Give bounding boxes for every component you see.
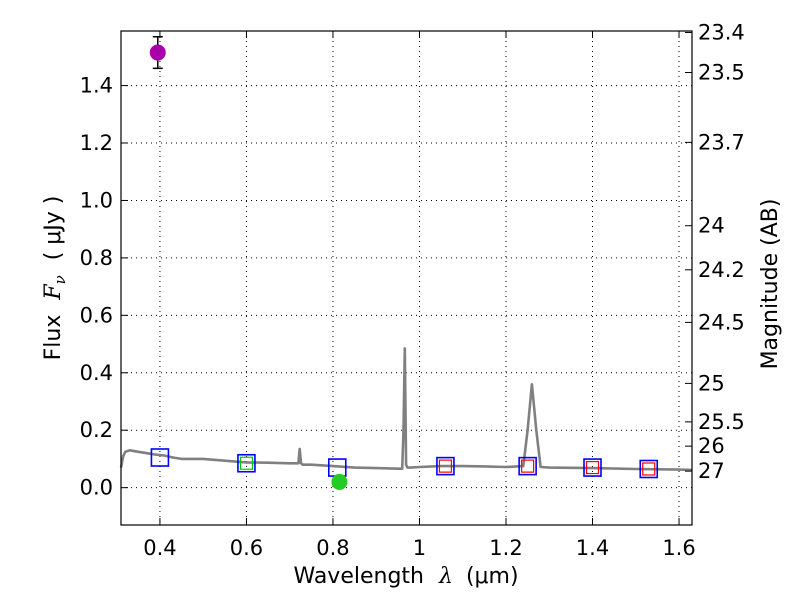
- x-axis-label-prefix: Wavelength: [293, 564, 424, 589]
- x-axis-label-unit: (μm): [466, 564, 519, 589]
- detection-point: [331, 473, 348, 490]
- magnitude-tick-label: 25.5: [698, 410, 745, 434]
- magnitude-tick-label: 23.5: [698, 61, 745, 85]
- magnitude-tick-label: 24.5: [698, 310, 745, 334]
- magnitude-tick-label: 25: [698, 371, 725, 395]
- spectrum-layer: [119, 347, 693, 472]
- magnitude-tick-label: 24.2: [698, 258, 745, 282]
- x-tick-label: 1.2: [489, 536, 522, 560]
- detection-point: [149, 44, 166, 61]
- model-photometry-marker: [583, 458, 602, 477]
- magnitude-tick-label: 27: [698, 459, 725, 483]
- marker-layer: [149, 35, 659, 490]
- x-tick-label: 1.4: [576, 536, 609, 560]
- upper-limit-marker: [642, 462, 656, 476]
- x-tick-label: 1: [413, 536, 426, 560]
- y-axis-label-subscript: ν: [51, 275, 69, 284]
- x-tick-label: 0.8: [316, 536, 349, 560]
- magnitude-tick-label: 23.7: [698, 130, 745, 154]
- x-tick-label: 1.6: [662, 536, 695, 560]
- y-tick-label: 1.2: [80, 131, 113, 155]
- magnitude-tick-label: 24: [698, 214, 725, 238]
- y-tick-label: 1.0: [80, 188, 113, 212]
- y-axis-label-prefix: Flux: [41, 315, 66, 361]
- y-axis-label: Flux Fν ( μJy ): [41, 196, 71, 361]
- upper-limit-marker: [438, 459, 453, 473]
- y-tick-label: 0.6: [80, 303, 113, 327]
- model-photometry-marker: [639, 459, 659, 479]
- y-tick-label: 0.0: [80, 476, 113, 500]
- model-photometry-marker: [237, 453, 256, 473]
- upper-limit-marker: [521, 459, 535, 473]
- y-tick-label: 0.2: [80, 418, 113, 442]
- x-tick-label: 0.4: [143, 536, 176, 560]
- y-axis-label-unit: ( μJy ): [41, 196, 66, 261]
- plot-frame: [120, 30, 693, 526]
- y-axis-label-symbol: F: [41, 284, 66, 301]
- magnitude-axis-label: Magnitude (AB): [758, 199, 783, 370]
- tick-layer: 0.4 0.6 0.8 1 1.2 1.4 1.6 0.0 0.2 0.4 0.6 0.8 1.0 1.2…: [80, 20, 745, 560]
- grid-layer: [121, 31, 692, 525]
- x-tick-label: 0.6: [230, 536, 263, 560]
- y-tick-label: 0.8: [80, 246, 113, 270]
- x-axis-label: Wavelength λ (μm): [293, 564, 518, 589]
- model-photometry-marker: [150, 448, 170, 467]
- model-photometry-marker: [436, 456, 455, 476]
- model-photometry-marker: [518, 456, 537, 476]
- upper-limit-marker: [585, 460, 600, 475]
- spectrum-line: [119, 347, 693, 472]
- upper-limit-marker: [239, 456, 254, 470]
- y-tick-label: 1.4: [80, 74, 113, 98]
- y-tick-label: 0.4: [80, 361, 113, 385]
- magnitude-tick-label: 23.4: [698, 20, 745, 44]
- x-axis-label-symbol: λ: [438, 564, 453, 589]
- magnitude-tick-label: 26: [698, 434, 725, 458]
